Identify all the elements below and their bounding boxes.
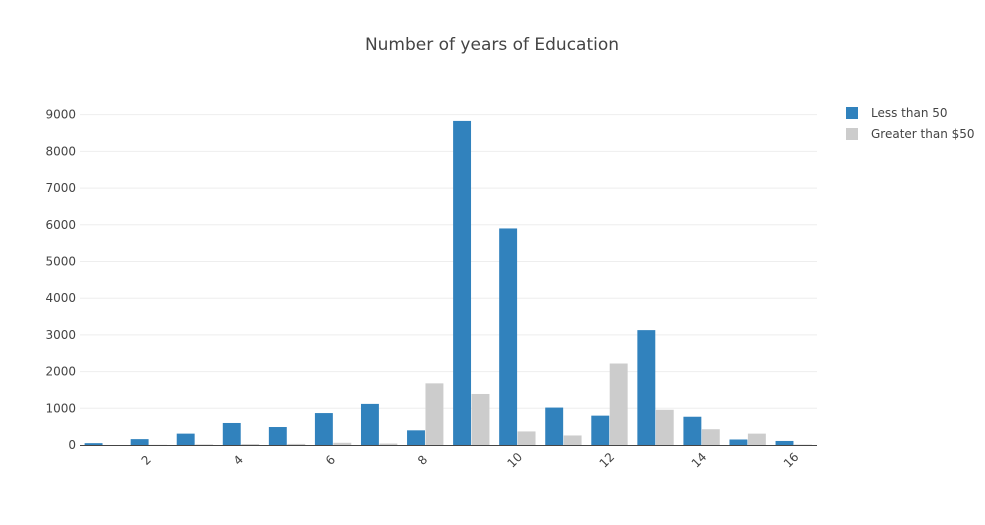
bar[interactable] [314,413,333,445]
x-tick-label: 10 [504,450,525,471]
bar[interactable] [747,433,766,445]
y-tick-label: 2000 [45,365,76,379]
x-tick-label: 12 [597,450,618,471]
bar[interactable] [287,443,306,445]
legend-label: Less than 50 [871,106,948,120]
bar[interactable] [563,435,582,445]
bar[interactable] [453,120,472,445]
y-axis-ticks: 0 1000 2000 3000 4000 5000 6000 7000 8000 9000 [45,108,76,452]
bar[interactable] [591,415,610,445]
bar[interactable] [499,228,518,445]
bar[interactable] [609,363,628,445]
x-tick-label: 2 [139,453,154,468]
bar[interactable] [241,444,260,445]
y-tick-label: 9000 [45,108,76,122]
bar[interactable] [84,443,103,445]
legend-swatch [846,128,858,140]
bar[interactable] [517,431,536,445]
bar[interactable] [729,439,748,445]
bar[interactable] [545,407,564,445]
bar[interactable] [637,330,656,445]
legend-item[interactable]: Greater than $50 [846,127,975,141]
y-tick-label: 8000 [45,144,76,158]
bar[interactable] [268,427,287,445]
bar[interactable] [333,442,352,445]
bar[interactable] [176,433,195,445]
bar[interactable] [222,422,241,445]
bars [84,120,812,445]
bar[interactable] [379,443,398,445]
bar[interactable] [130,439,149,445]
bar[interactable] [701,429,720,445]
bar[interactable] [471,393,490,445]
y-tick-label: 7000 [45,181,76,195]
bar[interactable] [683,416,702,445]
y-tick-label: 5000 [45,254,76,268]
bar[interactable] [360,403,379,445]
legend-item[interactable]: Less than 50 [846,106,948,120]
legend[interactable]: Less than 50 Greater than $50 [846,106,975,141]
legend-label: Greater than $50 [871,127,975,141]
y-tick-label: 0 [68,438,76,452]
bar[interactable] [775,440,794,445]
x-axis-ticks: 2 4 6 8 10 12 14 16 [139,450,802,471]
bar[interactable] [195,444,214,445]
y-tick-label: 1000 [45,401,76,415]
gridlines [80,114,817,409]
bar[interactable] [407,430,425,445]
y-tick-label: 4000 [45,291,76,305]
x-tick-label: 4 [231,453,246,468]
x-tick-label: 8 [415,453,430,468]
y-tick-label: 6000 [45,218,76,232]
legend-swatch [846,107,858,119]
x-tick-label: 16 [781,450,802,471]
x-tick-label: 6 [323,453,338,468]
bar[interactable] [655,409,674,445]
y-tick-label: 3000 [45,328,76,342]
chart-title: Number of years of Education [365,35,619,55]
x-tick-label: 14 [689,450,710,471]
bar[interactable] [425,383,444,445]
